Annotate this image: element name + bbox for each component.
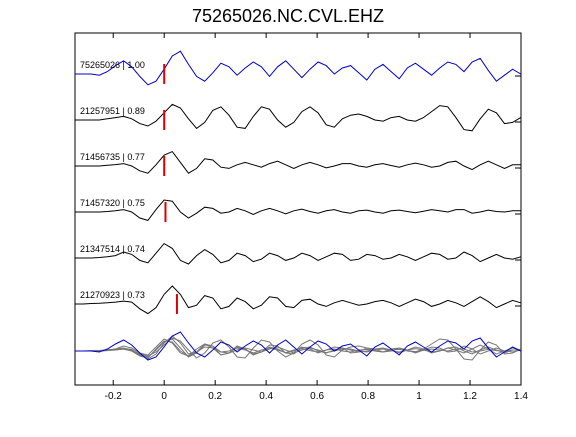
axes-frame <box>74 32 522 386</box>
stack-layer <box>75 331 521 361</box>
x-tick-label-4: 0.6 <box>310 391 324 402</box>
trace-label-0: 75265026 | 1.00 <box>80 60 145 70</box>
x-tick-label-7: 1.2 <box>463 391 477 402</box>
trace-label-4: 21347514 | 0.74 <box>80 244 145 254</box>
trace-label-2: 71456735 | 0.77 <box>80 152 145 162</box>
stack-trace-4 <box>75 338 521 357</box>
trace-label-3: 71457320 | 0.75 <box>80 198 145 208</box>
picks-layer <box>163 64 178 314</box>
trace-line-4 <box>75 242 521 265</box>
x-tick-label-1: 0 <box>161 391 167 402</box>
trace-line-0 <box>75 50 521 86</box>
trace-line-2 <box>75 150 521 174</box>
trace-line-3 <box>75 199 521 221</box>
x-tick-label-8: 1.4 <box>514 391 528 402</box>
x-tick-label-5: 0.8 <box>361 391 375 402</box>
x-axis: -0.2 0 0.2 0.4 0.6 0.8 1 1.2 1.4 <box>105 33 528 402</box>
trace-label-1: 21257951 | 0.89 <box>80 106 145 116</box>
x-tick-label-3: 0.4 <box>259 391 273 402</box>
x-tick-label-0: -0.2 <box>105 391 123 402</box>
trace-label-5: 21270923 | 0.73 <box>80 290 145 300</box>
chart-title: 75265026.NC.CVL.EHZ <box>191 6 385 26</box>
x-tick-label-2: 0.2 <box>208 391 222 402</box>
x-tick-label-6: 1 <box>416 391 422 402</box>
stack-trace-0 <box>75 331 521 361</box>
trace-line-1 <box>75 103 521 132</box>
labels-layer: 75265026 | 1.00 21257951 | 0.89 71456735 |… <box>80 60 145 300</box>
trace-line-5 <box>75 285 521 315</box>
